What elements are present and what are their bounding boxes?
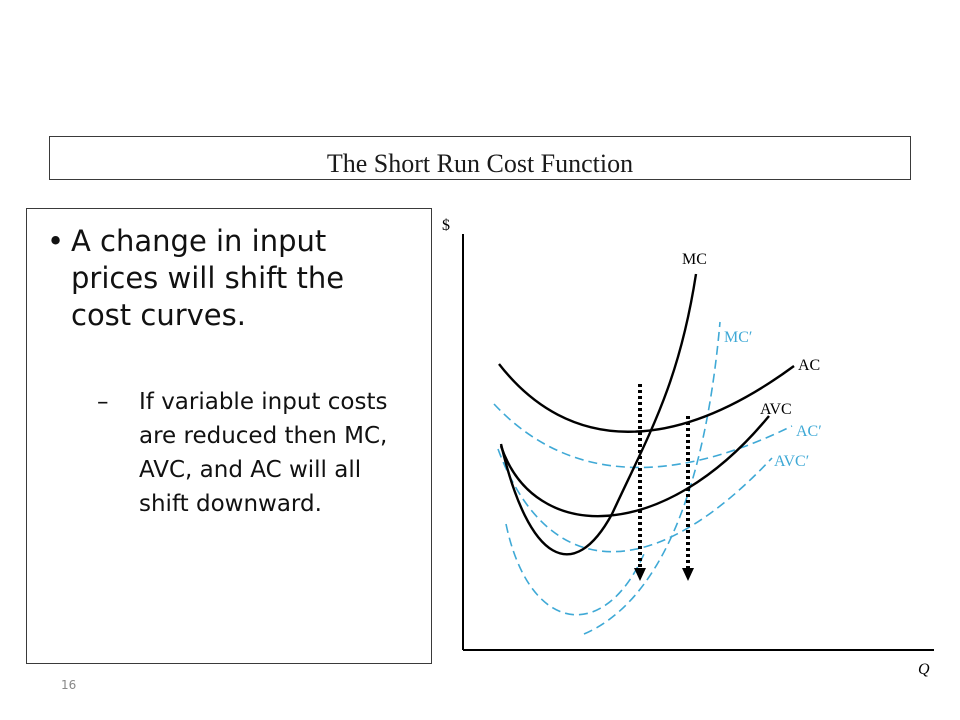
shift-arrowhead-left	[634, 568, 646, 581]
sub-bullet-text: If variable input costs are reduced then…	[139, 389, 388, 517]
avc-prime-label: AVC′	[774, 453, 809, 470]
main-bullet: • A change in input prices will shift th…	[47, 223, 407, 334]
avc-prime-min-curve	[505, 523, 645, 616]
ac-label: AC	[798, 357, 820, 374]
avc-label: AVC	[760, 401, 792, 418]
y-axis-label: $	[442, 217, 450, 234]
mc-label: MC	[682, 251, 707, 268]
ac-prime-curve	[493, 403, 793, 469]
main-bullet-text: A change in input prices will shift the …	[71, 224, 345, 332]
mc-curve	[499, 273, 698, 556]
sub-bullet-dash: –	[97, 389, 109, 415]
ac-curve	[498, 363, 795, 433]
page-number: 16	[61, 678, 77, 692]
avc-curve	[499, 415, 770, 518]
avc-prime-curve	[497, 448, 773, 553]
cost-curve-diagram: $ Q MC MC′ AC AVC AC′ AVC′	[442, 217, 934, 678]
slide-title: The Short Run Cost Function	[326, 149, 634, 178]
mc-prime-label: MC′	[724, 329, 752, 346]
x-axis-label: Q	[918, 661, 930, 678]
title-box: The Short Run Cost Function	[49, 136, 911, 180]
shift-arrowhead-right	[682, 568, 694, 581]
text-box: • A change in input prices will shift th…	[26, 208, 432, 664]
ac-prime-label: AC′	[796, 423, 822, 440]
sub-bullet: – If variable input costs are reduced th…	[97, 385, 417, 521]
bullet-dot: •	[47, 224, 65, 258]
mc-prime-curve	[583, 321, 721, 635]
